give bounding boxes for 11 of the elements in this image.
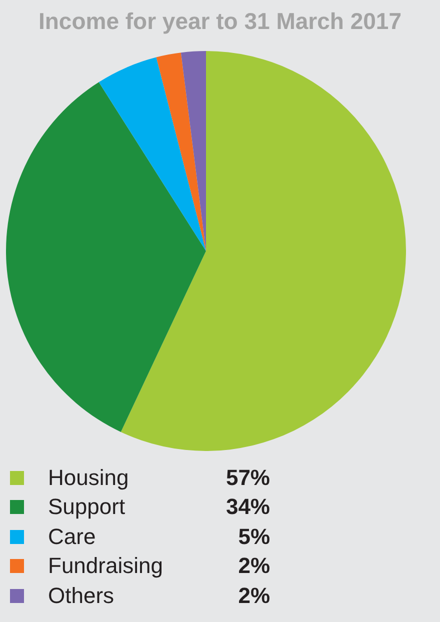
chart-title: Income for year to 31 March 2017 <box>37 8 403 35</box>
legend-label: Housing <box>48 464 130 491</box>
legend-label: Care <box>48 524 97 550</box>
legend-label: Fundraising <box>48 553 164 580</box>
data-label: 2% <box>237 553 270 580</box>
legend-label: Others <box>48 582 116 609</box>
data-label: 2% <box>237 582 270 609</box>
data-label: 5% <box>237 524 270 550</box>
legend-label: Support <box>48 494 126 520</box>
data-label: 57% <box>224 464 270 491</box>
data-label: 34% <box>224 494 270 520</box>
